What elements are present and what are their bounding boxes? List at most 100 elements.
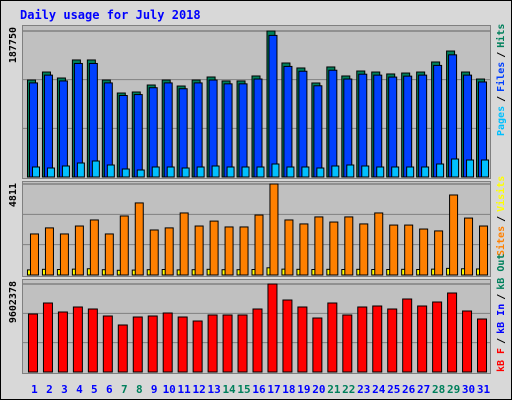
legend-separator: / [496, 216, 507, 222]
bar [373, 74, 383, 178]
x-tick-label: 11 [178, 383, 192, 396]
x-tick-label: 22 [342, 383, 355, 396]
bar [329, 221, 339, 276]
bar [237, 314, 248, 373]
bar [451, 158, 460, 178]
bar [164, 227, 174, 276]
bar [359, 223, 369, 276]
x-tick-label: 17 [267, 383, 280, 396]
bar [72, 306, 83, 373]
x-tick-label: 24 [372, 383, 386, 396]
bar [166, 166, 175, 178]
x-tick-label: 7 [121, 383, 128, 396]
bar [57, 311, 68, 373]
bar [342, 314, 353, 373]
bar [179, 212, 189, 276]
x-tick-label: 15 [237, 383, 250, 396]
bar [391, 166, 400, 178]
legend-entry: Sites [495, 226, 507, 256]
legend-entry: Visits [495, 176, 507, 212]
legend: Sites / Visits [495, 176, 507, 256]
x-tick-label: 28 [432, 383, 445, 396]
bar [403, 75, 413, 178]
bar [327, 302, 338, 373]
bar [31, 166, 40, 178]
legend: Pages / Files / Hits [495, 24, 507, 136]
bar [434, 230, 444, 276]
bar [226, 166, 235, 178]
bar [267, 283, 278, 373]
bar [419, 228, 429, 276]
bar [298, 70, 308, 178]
bar [254, 214, 264, 276]
bar [346, 164, 355, 178]
y-tick-label: 187750 [8, 27, 19, 63]
bar [358, 73, 368, 178]
x-tick-label: 21 [327, 383, 341, 396]
bar [269, 183, 279, 276]
bar [87, 308, 98, 373]
x-tick-label: 30 [462, 383, 475, 396]
x-tick-label: 6 [106, 383, 113, 396]
bar [117, 324, 128, 373]
legend-entry: kB F [496, 348, 507, 372]
bar [462, 310, 473, 373]
bar [271, 163, 280, 178]
x-tick-label: 1 [31, 383, 38, 396]
bar [44, 227, 54, 276]
bar [239, 226, 249, 276]
bar [253, 78, 263, 178]
legend-entry: kB In [496, 304, 507, 334]
bar [436, 163, 445, 178]
y-tick-label: 4811 [8, 183, 19, 207]
x-tick-label: 31 [477, 383, 491, 396]
bar [256, 166, 265, 178]
bar [192, 320, 203, 373]
bar [477, 318, 488, 373]
bar [29, 233, 39, 276]
bar [417, 305, 428, 373]
bar [28, 82, 38, 178]
bar [432, 301, 443, 373]
legend-entry: kB Out [496, 254, 507, 290]
bar [418, 74, 428, 178]
bar [89, 219, 99, 276]
bar [76, 162, 85, 178]
bar [121, 168, 130, 178]
bar [207, 314, 218, 373]
bar [343, 78, 353, 178]
x-tick-label: 19 [297, 383, 310, 396]
bar [91, 160, 100, 178]
bar [73, 62, 83, 178]
legend-separator: / [496, 294, 507, 300]
bar [119, 215, 129, 276]
bar [46, 167, 55, 178]
legend-separator: / [496, 52, 507, 58]
bar [106, 164, 115, 178]
x-tick-label: 18 [282, 383, 295, 396]
bar [147, 315, 158, 373]
bar [241, 166, 250, 178]
bar [74, 225, 84, 276]
bar [404, 224, 414, 276]
bar [102, 315, 113, 373]
bar [222, 314, 233, 373]
bar [402, 298, 413, 373]
legend-entry: Pages [496, 106, 507, 136]
bar [211, 165, 220, 178]
bar [297, 306, 308, 373]
bar [387, 308, 398, 373]
bar [194, 225, 204, 276]
legend-entry: Hits [495, 24, 507, 48]
x-tick-label: 25 [387, 383, 400, 396]
bar [59, 233, 69, 276]
bar [313, 85, 323, 178]
bar [163, 82, 173, 178]
legend-entry: Files [495, 62, 507, 92]
bar [162, 312, 173, 373]
x-tick-label: 4 [76, 383, 83, 396]
x-tick-label: 27 [417, 383, 430, 396]
x-tick-label: 5 [91, 383, 98, 396]
bar [344, 216, 354, 276]
y-tick-label: 9602378 [8, 281, 19, 323]
